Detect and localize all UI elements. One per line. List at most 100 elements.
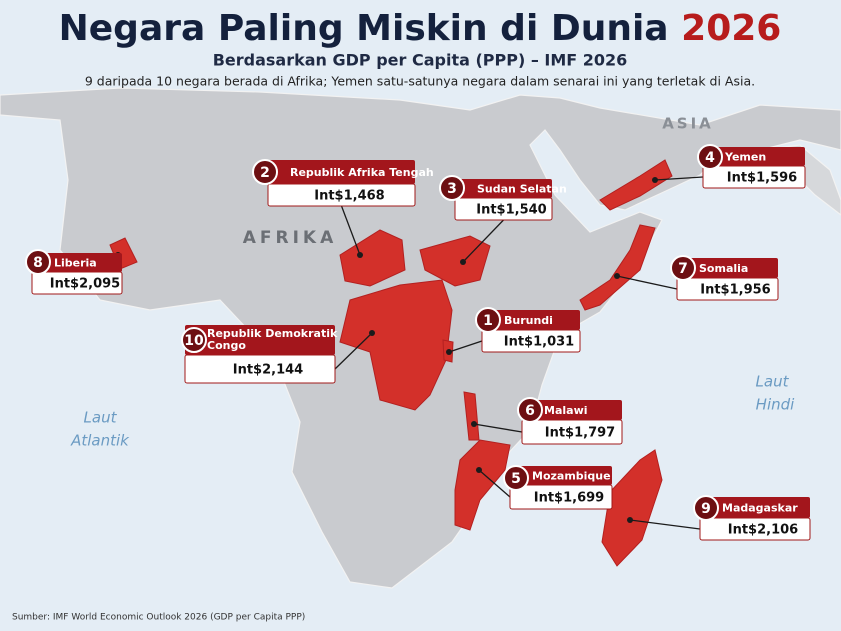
callout: Republik Demokratik Congo Int$2,144 10 <box>181 325 375 384</box>
callout: Liberia Int$2,095 8 <box>25 249 123 295</box>
title: Negara Paling Miskin di Dunia 2026 <box>59 8 782 49</box>
gdp-value: Int$1,596 <box>727 171 797 186</box>
rank-number: 4 <box>705 150 715 166</box>
country-name: Madagaskar <box>722 502 798 515</box>
country-name: Burundi <box>504 314 553 327</box>
leader-dot <box>357 252 363 258</box>
rank-badge <box>252 159 278 185</box>
country-name: Republik Demokratik Congo <box>207 327 338 352</box>
name-bar <box>677 258 778 278</box>
callout: Sudan Selatan Int$1,540 3 <box>439 175 567 265</box>
country-name: Liberia <box>54 257 97 270</box>
highlighted-countries <box>109 159 673 567</box>
gdp-value: Int$2,144 <box>233 363 303 378</box>
callout: Mozambique Int$1,699 5 <box>476 465 613 510</box>
rank-number: 1 <box>483 313 493 329</box>
rank-number: 3 <box>447 181 457 197</box>
rank-badge <box>439 175 465 201</box>
ocean-label: Laut <box>84 409 118 427</box>
gdp-value: Int$1,468 <box>314 189 384 204</box>
name-bar <box>510 466 612 485</box>
leader-line <box>629 519 701 530</box>
callout: Somalia Int$1,956 7 <box>614 255 779 301</box>
gdp-value: Int$2,106 <box>728 523 798 538</box>
name-bar <box>703 147 805 166</box>
leader-dot <box>471 421 477 427</box>
leader-dot <box>369 330 375 336</box>
country-name: Yemen <box>724 151 766 164</box>
leader-dot <box>652 177 658 183</box>
asia-label: ASIA <box>662 115 714 133</box>
rank-badge <box>475 307 501 333</box>
rank-badge <box>517 397 543 423</box>
callout: Madagaskar Int$2,106 9 <box>627 495 811 541</box>
name-bar <box>700 497 810 518</box>
rank-number: 8 <box>33 255 43 271</box>
name-bar <box>185 325 335 355</box>
rank-badge <box>697 144 723 170</box>
leader-line <box>462 219 504 263</box>
rank-badge <box>181 327 207 353</box>
rank-number: 6 <box>525 403 535 419</box>
name-bar <box>268 160 415 184</box>
rank-number: 5 <box>511 471 521 487</box>
leader-line <box>340 205 361 256</box>
name-bar <box>482 310 580 330</box>
gdp-value: Int$1,699 <box>534 491 604 506</box>
country-name: Malawi <box>544 404 588 417</box>
malawi-shape <box>463 391 480 441</box>
ocean-label: Laut <box>756 373 790 391</box>
callout: Malawi Int$1,797 6 <box>471 397 623 445</box>
leader-line <box>448 340 483 353</box>
country-name: Republik Afrika Tengah <box>290 166 434 179</box>
gdp-value: Int$1,540 <box>476 203 546 218</box>
rank-badge <box>693 495 719 521</box>
gdp-value: Int$1,797 <box>545 426 615 441</box>
drc-shape <box>339 279 453 411</box>
callouts: Burundi Int$1,031 1 Republik Afrika Tengah I… <box>25 144 811 541</box>
leader-dot <box>614 273 620 279</box>
subtitle: Berdasarkan GDP per Capita (PPP) – IMF 2… <box>213 51 628 70</box>
leader-dot <box>460 259 466 265</box>
africa-label: AFRIKA <box>243 228 338 248</box>
somalia-shape <box>579 224 656 311</box>
callout: Yemen Int$1,596 4 <box>652 144 806 189</box>
mozambique-shape <box>454 439 511 531</box>
rank-number: 2 <box>260 165 270 181</box>
footer: Sumber: IMF World Economic Outlook 2026 … <box>12 613 305 623</box>
leader-line <box>616 275 678 290</box>
name-bar <box>455 179 552 198</box>
rank-badge <box>25 249 51 275</box>
note: 9 daripada 10 negara berada di Afrika; Y… <box>85 74 755 89</box>
name-bar <box>522 400 622 420</box>
leader-dot <box>446 349 452 355</box>
rank-badge <box>503 465 529 491</box>
leader-line <box>473 423 523 433</box>
rank-number: 9 <box>701 501 711 517</box>
leader-line <box>478 469 511 498</box>
rank-number: 10 <box>184 333 204 349</box>
leader-line <box>654 176 704 181</box>
country-name: Mozambique <box>532 470 611 483</box>
leader-dot <box>476 467 482 473</box>
country-name: Sudan Selatan <box>477 183 567 196</box>
name-bar <box>32 253 122 272</box>
gdp-value: Int$2,095 <box>50 277 120 292</box>
rank-badge <box>670 255 696 281</box>
yemen-shape <box>599 159 673 211</box>
ocean-label: Atlantik <box>70 432 130 450</box>
rank-number: 7 <box>678 261 688 277</box>
title-main: Negara Paling Miskin di Dunia <box>59 8 669 49</box>
gdp-value: Int$1,031 <box>504 335 574 350</box>
callout: Republik Afrika Tengah Int$1,468 2 <box>252 159 434 258</box>
leader-line <box>334 332 373 370</box>
south-sudan-shape <box>419 235 491 287</box>
gdp-value: Int$1,956 <box>700 283 770 298</box>
ocean-label: Hindi <box>756 396 795 414</box>
callout: Burundi Int$1,031 1 <box>446 307 581 355</box>
madagascar-shape <box>601 449 663 567</box>
title-year: 2026 <box>681 8 781 49</box>
country-name: Somalia <box>699 262 748 275</box>
leader-dot <box>627 517 633 523</box>
